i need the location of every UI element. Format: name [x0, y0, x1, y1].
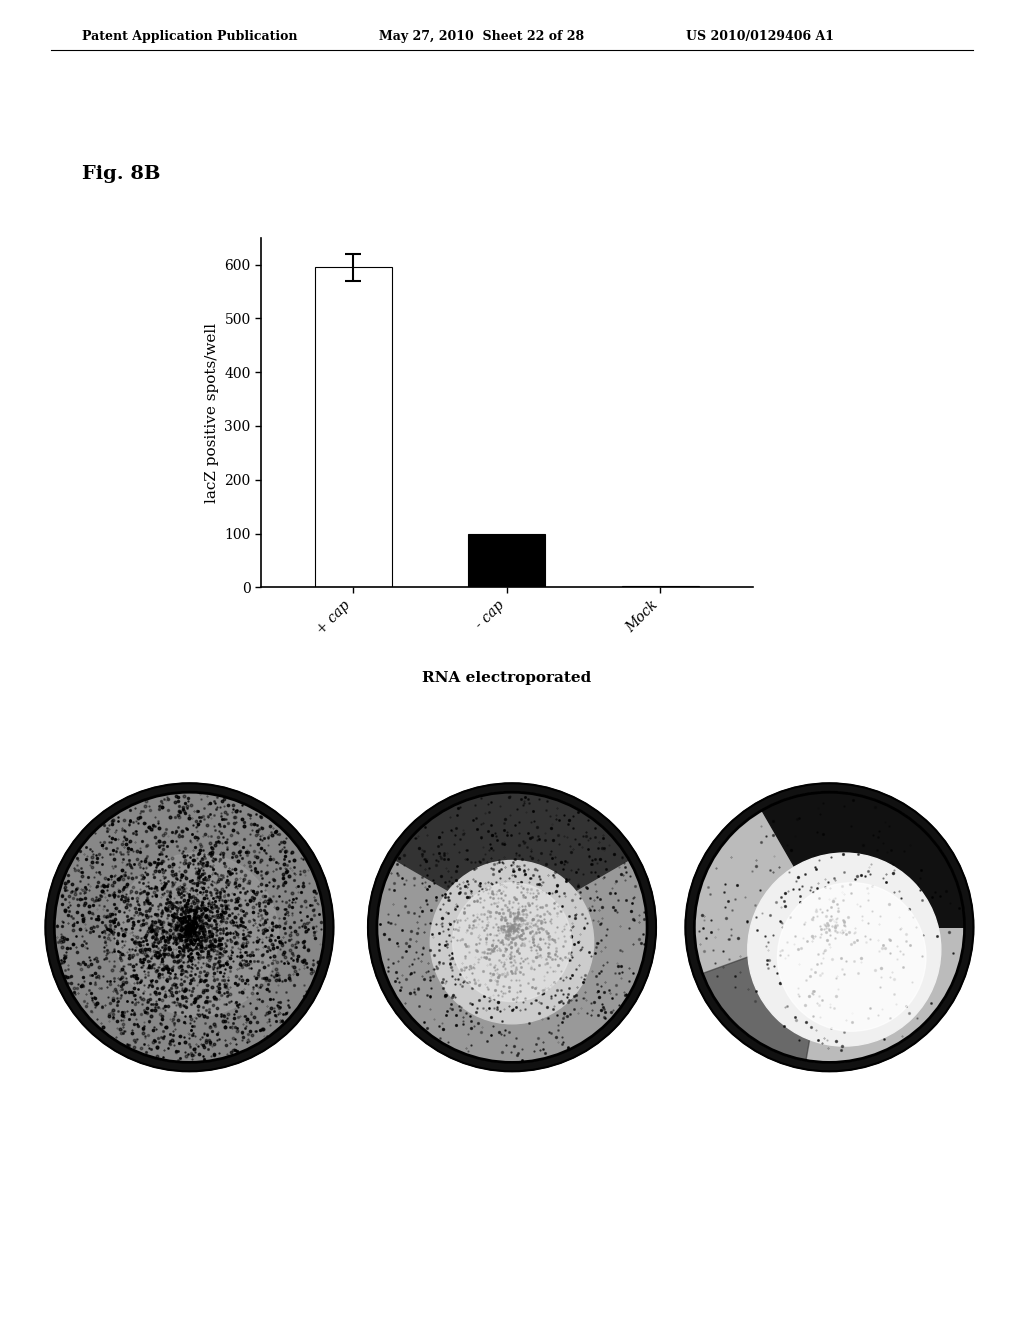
Circle shape — [777, 883, 926, 1031]
Text: US 2010/0129406 A1: US 2010/0129406 A1 — [686, 30, 835, 44]
Circle shape — [368, 783, 656, 1072]
Wedge shape — [395, 792, 629, 928]
Text: Fig. 8B: Fig. 8B — [82, 165, 161, 183]
Circle shape — [685, 783, 974, 1072]
Bar — [468, 533, 545, 587]
Circle shape — [430, 861, 594, 1024]
Circle shape — [115, 853, 279, 1016]
Circle shape — [748, 853, 941, 1045]
Bar — [315, 267, 391, 587]
Circle shape — [45, 783, 334, 1072]
Wedge shape — [762, 792, 965, 928]
Text: May 27, 2010  Sheet 22 of 28: May 27, 2010 Sheet 22 of 28 — [379, 30, 584, 44]
Wedge shape — [702, 928, 829, 1060]
Circle shape — [453, 883, 571, 1002]
Text: Patent Application Publication: Patent Application Publication — [82, 30, 297, 44]
Y-axis label: lacZ positive spots/well: lacZ positive spots/well — [205, 322, 219, 503]
X-axis label: RNA electroporated: RNA electroporated — [422, 672, 592, 685]
Circle shape — [694, 792, 965, 1063]
Circle shape — [54, 792, 325, 1063]
Circle shape — [377, 792, 647, 1063]
